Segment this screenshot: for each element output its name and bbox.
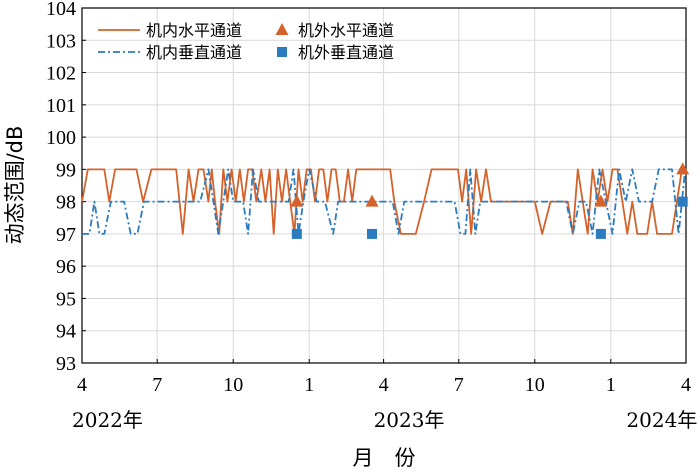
series-line-0 xyxy=(81,168,687,235)
legend-label: 机外垂直通道 xyxy=(298,43,394,62)
x-tick-label: 10 xyxy=(223,374,243,396)
y-tick-label: 102 xyxy=(46,63,76,85)
plot-area xyxy=(81,162,690,239)
x-tick-label: 4 xyxy=(379,374,389,396)
series-point-triangle xyxy=(676,162,690,175)
y-tick-label: 99 xyxy=(56,159,76,181)
x-year-label: 2023年 xyxy=(374,408,445,432)
legend-label: 机外水平通道 xyxy=(298,21,394,40)
series-point-square xyxy=(677,196,688,207)
y-tick-label: 94 xyxy=(56,321,76,343)
x-tick-label: 4 xyxy=(77,374,87,396)
x-tick-label: 1 xyxy=(304,374,314,396)
series-point-triangle xyxy=(365,194,379,207)
series-line-1 xyxy=(82,168,687,235)
y-tick-label: 100 xyxy=(46,127,76,149)
y-tick-label: 97 xyxy=(56,224,76,246)
y-tick-label: 101 xyxy=(46,95,76,117)
legend-label: 机内垂直通道 xyxy=(146,43,242,62)
y-tick-label: 93 xyxy=(56,353,76,375)
x-tick-label: 10 xyxy=(525,374,545,396)
y-tick-label: 103 xyxy=(46,30,76,52)
x-tick-label: 7 xyxy=(454,374,464,396)
y-tick-label: 96 xyxy=(56,256,76,278)
x-axis-label: 月 份 xyxy=(353,446,416,470)
series-point-square xyxy=(291,228,302,239)
x-axis: 4 7 10 1 4 7 10 1 4 2022年 2023年 2024年 xyxy=(72,359,697,432)
y-axis: 93 94 95 96 97 98 99 100 101 102 103 104 xyxy=(46,0,86,375)
series-point-square xyxy=(367,228,378,239)
y-tick-label: 95 xyxy=(56,288,76,310)
legend-label: 机内水平通道 xyxy=(146,21,242,40)
y-tick-label: 98 xyxy=(56,192,76,214)
series-point-triangle xyxy=(290,194,304,207)
x-tick-label: 4 xyxy=(681,374,691,396)
y-tick-label: 104 xyxy=(46,0,76,20)
x-year-label: 2022年 xyxy=(72,408,143,432)
legend-swatch-triangle xyxy=(275,23,289,35)
x-tick-label: 1 xyxy=(606,374,616,396)
x-year-label: 2024年 xyxy=(626,408,697,432)
legend-swatch-square xyxy=(277,47,287,57)
series-point-square xyxy=(595,228,606,239)
y-axis-label: 动态范围/dB xyxy=(3,126,27,245)
x-tick-label: 7 xyxy=(152,374,162,396)
series-point-triangle xyxy=(594,194,608,207)
